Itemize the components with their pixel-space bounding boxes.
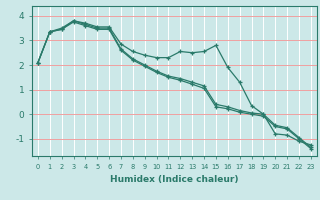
X-axis label: Humidex (Indice chaleur): Humidex (Indice chaleur): [110, 175, 239, 184]
